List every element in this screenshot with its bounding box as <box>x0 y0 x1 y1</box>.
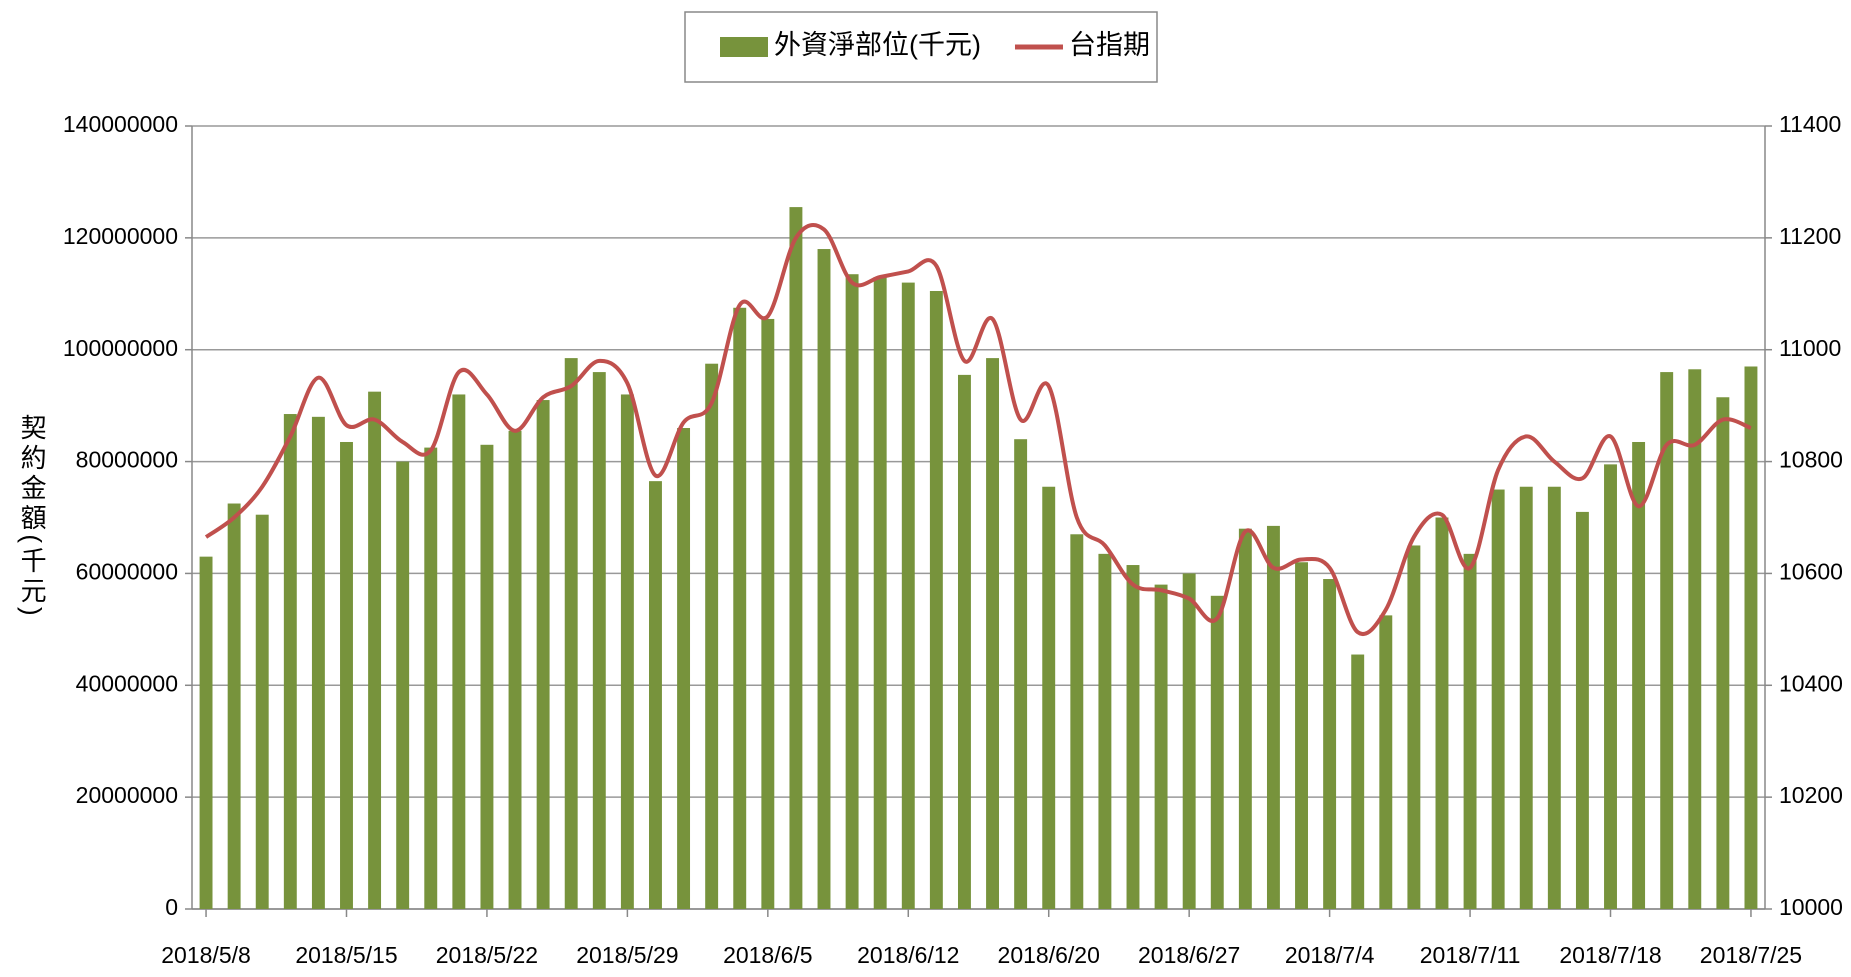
bar <box>452 394 466 909</box>
bar <box>1126 565 1140 909</box>
bar <box>227 503 241 909</box>
bar <box>1604 464 1617 909</box>
bar <box>368 391 382 909</box>
bar <box>424 447 438 909</box>
bar <box>649 481 662 909</box>
legend-label: 台指期 <box>1069 30 1150 60</box>
bar <box>396 461 410 909</box>
bar <box>1154 584 1168 909</box>
bar <box>817 249 831 910</box>
bar <box>311 416 325 909</box>
y2-tick-label: 10200 <box>1779 782 1843 808</box>
bar <box>1435 517 1449 909</box>
x-tick-label: 2018/6/27 <box>1138 942 1240 968</box>
y2-tick-label: 11000 <box>1779 335 1841 361</box>
bar <box>986 358 1000 909</box>
x-tick-label: 2018/5/15 <box>295 942 397 968</box>
bar <box>1688 369 1702 909</box>
bar <box>1014 439 1028 909</box>
bar <box>1379 615 1393 909</box>
y2-tick-label: 10000 <box>1779 894 1843 920</box>
bar <box>901 282 915 910</box>
x-tick-label: 2018/6/12 <box>857 942 959 968</box>
legend-swatch <box>720 37 768 57</box>
x-tick-label: 2018/6/5 <box>723 942 813 968</box>
y-axis-title: 契約金額(千元) <box>17 414 47 619</box>
y-tick-label: 40000000 <box>76 670 178 696</box>
line <box>204 223 1752 636</box>
bar <box>592 372 606 910</box>
bar <box>1519 486 1533 909</box>
y-tick-label: 140000000 <box>63 111 178 137</box>
bar <box>480 444 494 909</box>
y2-tick-label: 11200 <box>1779 223 1841 249</box>
y-tick-label: 20000000 <box>76 782 178 808</box>
bar <box>1070 534 1084 909</box>
y-tick-label: 60000000 <box>76 559 178 585</box>
bar <box>845 274 859 910</box>
y2-tick-label: 10400 <box>1779 670 1843 696</box>
x-tick-label: 2018/5/22 <box>436 942 538 968</box>
bar <box>1744 366 1758 909</box>
bar <box>789 207 803 909</box>
bar <box>536 400 550 909</box>
x-tick-label: 2018/7/11 <box>1420 942 1521 968</box>
bar <box>1098 553 1112 909</box>
bar <box>1660 372 1674 910</box>
bar <box>1323 579 1337 909</box>
bar <box>761 318 775 909</box>
bar <box>283 414 297 909</box>
bar <box>1547 486 1561 909</box>
bar <box>1238 528 1252 909</box>
bar <box>705 363 719 910</box>
bar <box>1716 397 1730 909</box>
bar <box>957 374 971 909</box>
bar <box>1463 553 1477 909</box>
bar <box>1210 595 1224 909</box>
y-tick-label: 80000000 <box>76 447 178 473</box>
y-tick-label: 0 <box>165 894 178 920</box>
bar <box>1295 562 1308 909</box>
y-tick-label: 100000000 <box>63 335 178 361</box>
y2-tick-label: 10600 <box>1779 559 1843 585</box>
y-tick-label: 120000000 <box>63 223 178 249</box>
bar <box>1407 545 1421 909</box>
bar <box>1575 511 1589 909</box>
bar <box>508 430 522 909</box>
bar <box>255 514 269 909</box>
bar <box>1491 489 1505 909</box>
bar <box>1266 525 1280 909</box>
bar <box>1182 573 1196 909</box>
bar <box>1042 486 1056 909</box>
bar <box>340 441 353 909</box>
bar <box>929 290 943 910</box>
y2-tick-label: 10800 <box>1779 447 1843 473</box>
y2-tick-label: 11400 <box>1779 111 1841 137</box>
bar <box>733 307 747 910</box>
bar <box>873 277 887 909</box>
bar <box>620 394 634 909</box>
bar <box>1632 441 1646 909</box>
bar <box>564 358 578 909</box>
x-tick-label: 2018/5/29 <box>576 942 678 968</box>
legend-label: 外資淨部位(千元) <box>774 30 981 60</box>
bar <box>1351 654 1365 909</box>
bar <box>199 556 213 909</box>
x-tick-label: 2018/7/18 <box>1559 942 1661 968</box>
x-tick-label: 2018/7/25 <box>1700 942 1802 968</box>
x-tick-label: 2018/6/20 <box>998 942 1100 968</box>
bar <box>677 428 691 909</box>
x-tick-label: 2018/5/8 <box>161 942 251 968</box>
x-tick-label: 2018/7/4 <box>1285 942 1375 968</box>
